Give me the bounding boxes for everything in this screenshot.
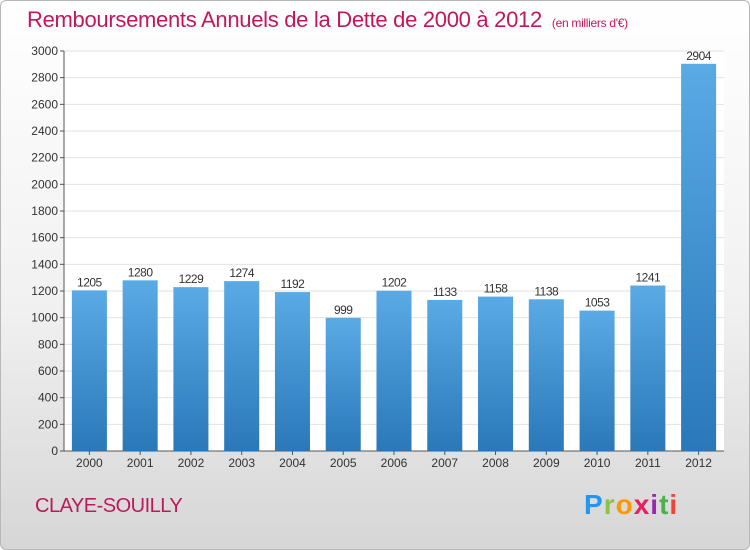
bar-value-label: 1280 [128, 265, 154, 279]
bar-value-label: 1053 [585, 296, 611, 310]
bar-2003 [224, 281, 260, 451]
y-tick-label: 2000 [31, 177, 58, 191]
logo-letter: i [650, 489, 660, 520]
x-tick-label: 2007 [431, 456, 458, 470]
x-tick-label: 2009 [533, 456, 560, 470]
y-tick-label: 1800 [31, 204, 58, 218]
logo-letter: t [659, 489, 670, 520]
y-tick-label: 2200 [31, 151, 58, 165]
y-tick-label: 0 [51, 444, 58, 458]
bar-value-label: 1229 [179, 272, 205, 286]
y-tick-label: 2400 [31, 124, 58, 138]
bar-value-label: 1202 [382, 276, 408, 290]
logo-letter: o [615, 489, 634, 520]
y-tick-label: 2800 [31, 71, 58, 85]
x-tick-label: 2002 [178, 456, 205, 470]
commune-name: CLAYE-SOUILLY [35, 495, 183, 517]
logo-letter: r [603, 489, 616, 520]
bar-value-label: 1133 [433, 285, 458, 299]
y-tick-label: 600 [38, 364, 58, 378]
y-tick-label: 800 [38, 337, 58, 351]
bar-2007 [427, 299, 463, 451]
bar-2012 [681, 63, 717, 452]
x-tick-label: 2005 [330, 456, 357, 470]
logo-letter: P [584, 489, 604, 520]
x-tick-label: 2004 [279, 456, 306, 470]
chart-title: Remboursements Annuels de la Dette de 20… [27, 7, 628, 33]
bar-value-label: 2904 [686, 49, 712, 63]
bar-2006 [376, 290, 412, 451]
chart-title-text: Remboursements Annuels de la Dette de 20… [27, 7, 542, 32]
bar-value-label: 1241 [635, 271, 661, 285]
y-tick-label: 1000 [31, 311, 58, 325]
bar-2000 [71, 290, 107, 451]
bar-2005 [325, 317, 361, 451]
logo-letter: i [669, 489, 679, 520]
bar-labels: 1205 1280 1229 1274 1192 999 1202 1133 1158 1138 1… [77, 49, 712, 317]
x-tick-label: 2010 [584, 456, 611, 470]
y-tick-label: 3000 [31, 44, 58, 58]
x-tick-label: 2012 [685, 456, 712, 470]
y-tick-label: 1400 [31, 257, 58, 271]
bar-2009 [528, 299, 564, 451]
bar-2001 [122, 280, 158, 451]
x-tick-label: 2008 [482, 456, 509, 470]
y-tick-label: 1200 [31, 284, 58, 298]
x-tick-label: 2000 [76, 456, 103, 470]
y-tick-label: 400 [38, 391, 58, 405]
bars [71, 63, 717, 452]
bar-2008 [478, 296, 514, 451]
bar-2004 [274, 292, 310, 451]
y-tick-label: 200 [38, 417, 58, 431]
bar-value-label: 1158 [484, 282, 509, 296]
axes: 0 200 400 600 800 1000 1200 1400 1600 1800 2000 220… [31, 44, 724, 470]
bar-value-label: 999 [334, 303, 353, 317]
bar-2011 [630, 285, 666, 451]
bar-value-label: 1192 [281, 277, 306, 291]
logo-letter: x [633, 489, 651, 520]
bar-2010 [579, 310, 615, 451]
bar-value-label: 1274 [229, 266, 255, 280]
x-tick-label: 2006 [381, 456, 408, 470]
bar-value-label: 1138 [534, 284, 559, 298]
x-tick-label: 2003 [228, 456, 255, 470]
chart-subtitle: (en milliers d'€) [551, 16, 628, 30]
bar-value-label: 1205 [77, 275, 103, 289]
y-tick-label: 2600 [31, 97, 58, 111]
proxiti-logo: Proxiti [584, 489, 678, 521]
x-tick-label: 2001 [127, 456, 154, 470]
bar-2002 [173, 287, 209, 451]
y-tick-label: 1600 [31, 231, 58, 245]
x-tick-label: 2011 [635, 456, 661, 470]
